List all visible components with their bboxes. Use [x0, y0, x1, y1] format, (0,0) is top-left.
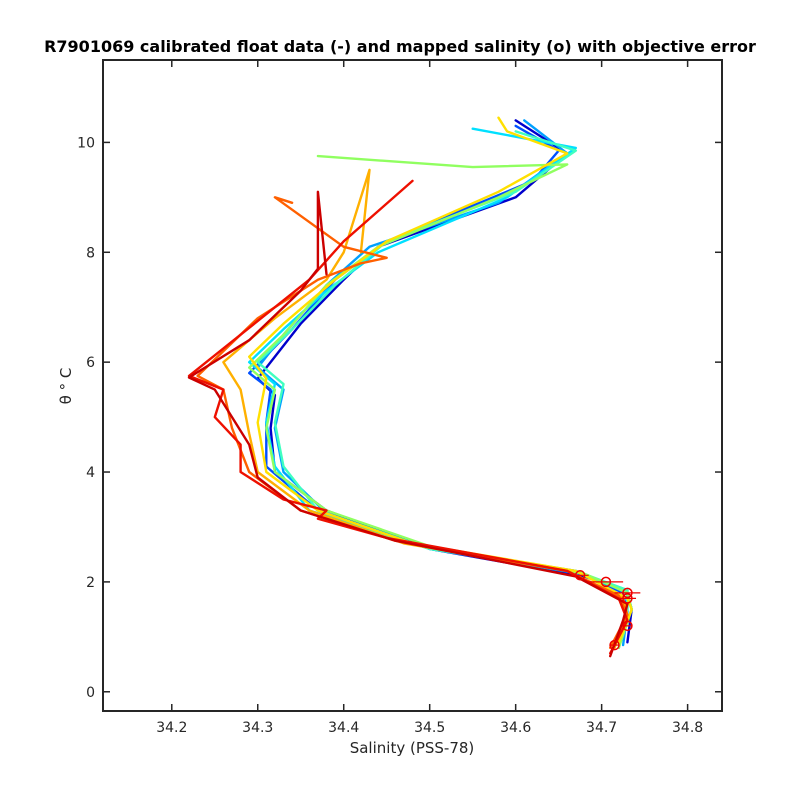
mapped-point-3	[622, 593, 633, 604]
x-tick-label-2: 34.3	[242, 720, 273, 736]
mapped-point-6	[574, 570, 586, 581]
axes-box	[102, 59, 723, 712]
x-tick-label-5: 34.6	[500, 720, 531, 736]
series-line-10	[187, 179, 629, 655]
mapped-point-4	[622, 587, 633, 599]
y-tick-label-2: 2	[86, 575, 95, 591]
y-tick-label-6: 10	[77, 135, 95, 151]
x-tick-label-4: 34.5	[414, 720, 445, 736]
x-tick-label-7: 34.8	[672, 720, 703, 736]
mapped-point-2	[622, 620, 633, 632]
series-line-7	[247, 116, 633, 644]
plot-area	[187, 116, 641, 658]
axis-ticks: 34.2 34.3 34.4 34.5 34.6 34.7 34.8 0 2 4 6 8 10	[77, 60, 722, 736]
y-tick-label-1: 0	[86, 685, 95, 701]
series-line-6	[247, 154, 633, 649]
series-line-4	[247, 127, 633, 644]
x-tick-label-6: 34.7	[586, 720, 617, 736]
series-line-11	[187, 190, 629, 658]
y-tick-label-3: 4	[86, 465, 95, 481]
series-line-8	[222, 168, 629, 649]
y-axis-label: θ ° C	[57, 368, 75, 405]
x-tick-label-1: 34.2	[156, 720, 187, 736]
x-axis-label: Salinity (PSS-78)	[350, 739, 475, 757]
y-tick-label-5: 8	[86, 245, 95, 261]
y-tick-label-4: 6	[86, 355, 95, 371]
x-tick-label-3: 34.4	[328, 720, 359, 736]
chart-title: R7901069 calibrated float data (-) and m…	[44, 37, 756, 56]
series-line-3	[256, 119, 629, 647]
series-line-5	[256, 130, 629, 647]
mapped-point-5	[600, 576, 612, 588]
series-line-9	[196, 196, 629, 649]
series-line-1	[256, 119, 633, 644]
mapped-point-1	[609, 639, 620, 651]
